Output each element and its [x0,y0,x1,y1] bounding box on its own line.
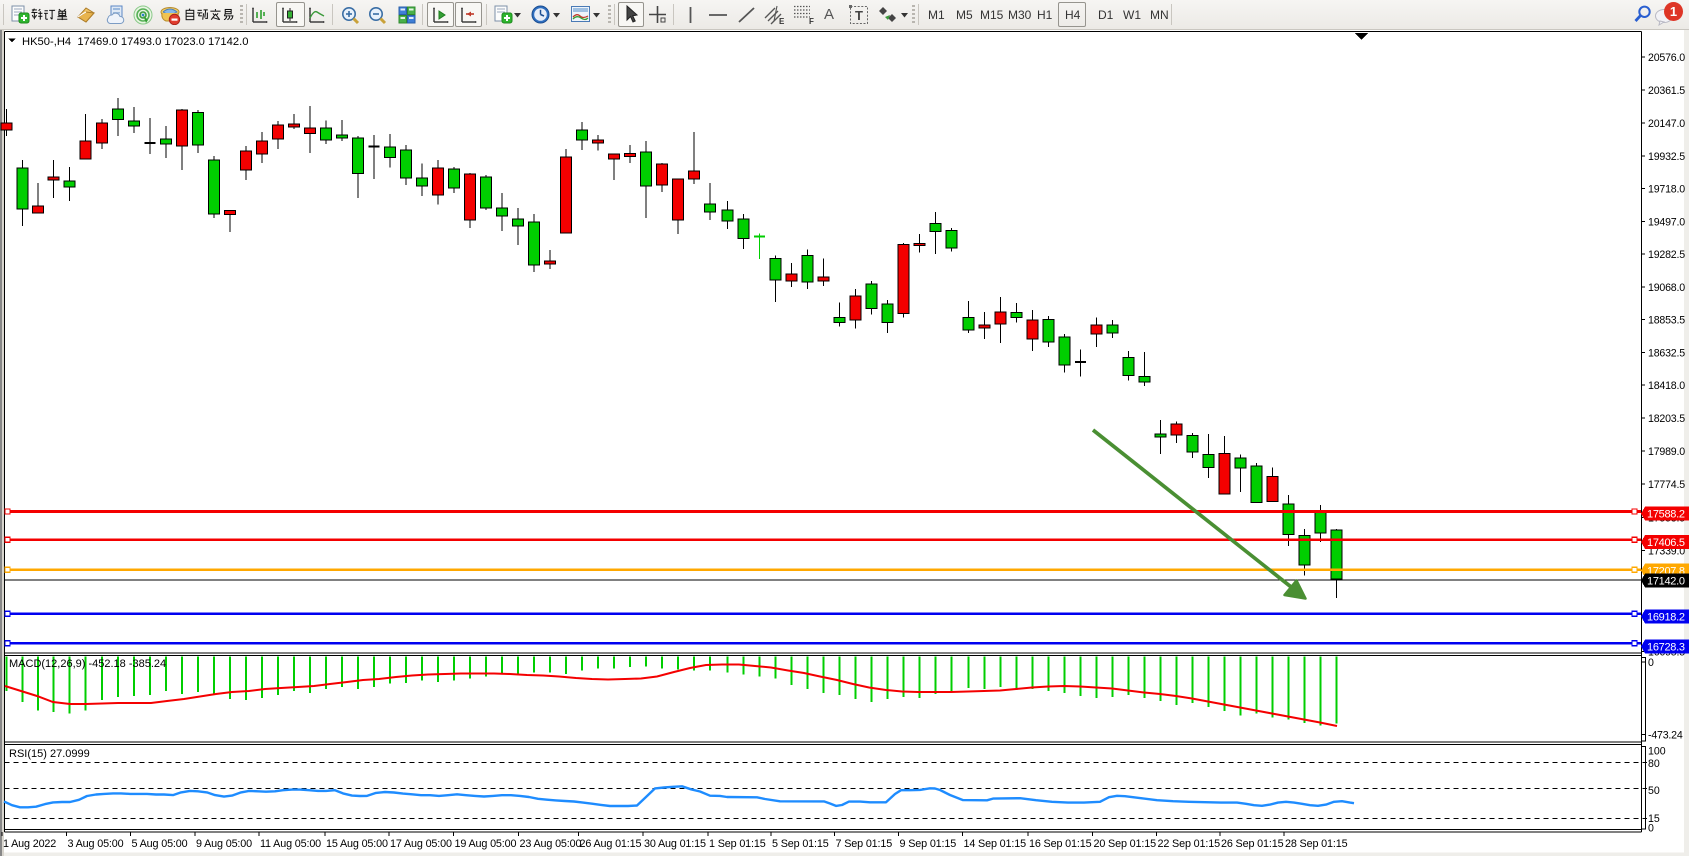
svg-text:17989.0: 17989.0 [1648,446,1685,458]
svg-text:30 Aug 01:15: 30 Aug 01:15 [644,838,706,850]
svg-text:18203.5: 18203.5 [1648,413,1685,425]
svg-text:20361.5: 20361.5 [1648,85,1685,97]
svg-text:19497.0: 19497.0 [1648,216,1685,228]
svg-text:11 Aug 05:00: 11 Aug 05:00 [260,838,321,850]
svg-text:19068.0: 19068.0 [1648,282,1685,294]
svg-text:17588.2: 17588.2 [1647,509,1685,521]
svg-text:F: F [809,17,814,25]
svg-text:80: 80 [1648,758,1660,770]
svg-text:15: 15 [1648,813,1660,825]
svg-text:16728.3: 16728.3 [1647,642,1685,654]
svg-text:MACD(12,26,9) -452.18 -385.24: MACD(12,26,9) -452.18 -385.24 [9,658,166,670]
svg-text:19 Aug 05:00: 19 Aug 05:00 [455,838,517,850]
svg-text:17142.0: 17142.0 [1647,576,1685,588]
svg-text:1 Sep 01:15: 1 Sep 01:15 [709,838,766,850]
svg-text:17406.5: 17406.5 [1647,537,1685,549]
svg-text:9 Aug 05:00: 9 Aug 05:00 [196,838,252,850]
svg-text:16918.2: 16918.2 [1647,612,1685,624]
svg-text:17774.5: 17774.5 [1648,479,1685,491]
svg-text:18853.5: 18853.5 [1648,314,1685,326]
svg-text:HK50-,H4 17469.0 17493.0 1702: HK50-,H4 17469.0 17493.0 17023.0 17142.0 [22,36,248,48]
svg-text:15 Aug 05:00: 15 Aug 05:00 [326,838,388,850]
svg-text:0: 0 [1648,823,1654,835]
svg-text:20 Sep 01:15: 20 Sep 01:15 [1094,838,1157,850]
svg-text:17 Aug 05:00: 17 Aug 05:00 [390,838,452,850]
svg-text:28 Sep 01:15: 28 Sep 01:15 [1285,838,1348,850]
svg-text:19282.5: 19282.5 [1648,249,1685,261]
svg-text:100: 100 [1648,746,1666,758]
svg-text:23 Aug 05:00: 23 Aug 05:00 [520,838,582,850]
svg-text:20576.0: 20576.0 [1648,52,1685,64]
svg-text:3 Aug 05:00: 3 Aug 05:00 [68,838,124,850]
svg-text:19932.5: 19932.5 [1648,151,1685,163]
svg-text:1 Aug 2022: 1 Aug 2022 [3,838,56,850]
svg-text:T: T [855,8,863,23]
svg-text:26 Aug 01:15: 26 Aug 01:15 [580,838,642,850]
svg-text:9 Sep 01:15: 9 Sep 01:15 [900,838,957,850]
svg-text:E: E [779,17,785,25]
svg-text:0: 0 [1648,657,1654,669]
svg-text:18418.0: 18418.0 [1648,380,1685,392]
svg-text:RSI(15) 27.0999: RSI(15) 27.0999 [9,748,90,760]
svg-text:14 Sep 01:15: 14 Sep 01:15 [964,838,1027,850]
svg-text:19718.0: 19718.0 [1648,183,1685,195]
svg-text:-473.24: -473.24 [1648,730,1683,742]
svg-text:7 Sep 01:15: 7 Sep 01:15 [836,838,893,850]
svg-text:26 Sep 01:15: 26 Sep 01:15 [1221,838,1284,850]
svg-text:18632.5: 18632.5 [1648,347,1685,359]
svg-text:5 Aug 05:00: 5 Aug 05:00 [132,838,188,850]
svg-text:5 Sep 01:15: 5 Sep 01:15 [772,838,829,850]
svg-text:20147.0: 20147.0 [1648,118,1685,130]
svg-text:16 Sep 01:15: 16 Sep 01:15 [1029,838,1092,850]
svg-text:50: 50 [1648,785,1660,797]
svg-text:22 Sep 01:15: 22 Sep 01:15 [1158,838,1221,850]
